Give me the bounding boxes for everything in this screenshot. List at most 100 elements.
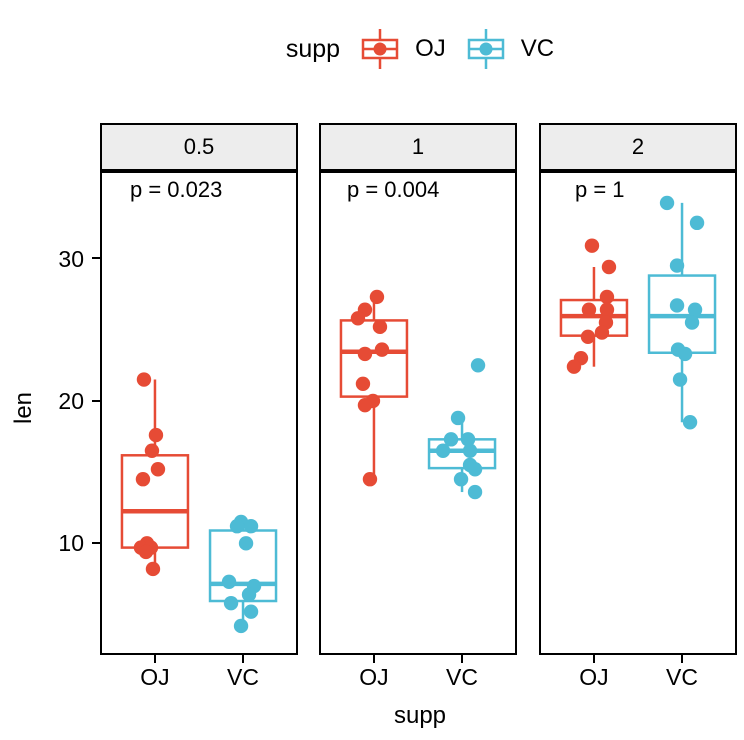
jitter-point	[584, 238, 600, 253]
jitter-point	[684, 315, 700, 330]
jitter-point	[599, 289, 615, 305]
jitter-point	[682, 415, 698, 430]
facet-dose-2: 2 p = 1	[539, 123, 737, 655]
jitter-point	[241, 587, 257, 602]
p-value-label: p = 0.004	[347, 177, 440, 202]
jitter-point	[369, 289, 385, 305]
jitter-point	[599, 302, 615, 317]
jitter-point	[229, 519, 245, 534]
key-point	[479, 42, 493, 56]
boxplot-canvas	[120, 372, 278, 634]
jitter-point	[145, 561, 161, 577]
jitter-point	[672, 372, 688, 387]
jitter-point	[148, 427, 164, 443]
jitter-point	[677, 346, 693, 362]
oj-boxplot-key-icon	[360, 26, 400, 72]
jitter-point	[238, 536, 254, 551]
boxplot-OJ	[559, 238, 629, 374]
boxplot-canvas	[559, 195, 717, 430]
y-tick-label-20: 20	[58, 388, 84, 414]
jitter-point	[136, 372, 152, 387]
x-tick-mark	[373, 655, 375, 663]
x-tick-label-vc: VC	[666, 664, 698, 690]
boxplot-VC	[208, 514, 278, 634]
jitter-point	[669, 298, 685, 313]
y-tick-label-30: 30	[58, 246, 84, 272]
jitter-point	[460, 432, 476, 447]
legend-label-vc: VC	[520, 35, 555, 62]
boxplot-VC	[427, 358, 497, 500]
x-tick-mark	[593, 655, 595, 663]
iqr-box	[339, 319, 409, 398]
y-tick-mark	[92, 257, 100, 259]
facet-dose-1: 1 p = 0.004	[319, 123, 517, 655]
jitter-point	[138, 544, 154, 560]
facet-panel: p = 0.023	[100, 171, 298, 655]
jitter-point	[150, 462, 166, 477]
x-tick-mark	[461, 655, 463, 663]
facet-strip-label: 1	[411, 134, 425, 159]
facet-panel: p = 0.004	[319, 171, 517, 655]
p-value-label: p = 1	[575, 177, 625, 202]
x-tick-mark	[242, 655, 244, 663]
boxplot-OJ	[120, 372, 190, 577]
jitter-point	[594, 325, 610, 340]
y-tick-mark	[92, 542, 100, 544]
facet-strip: 1	[319, 123, 517, 171]
jitter-point	[223, 595, 239, 611]
jitter-point	[689, 215, 705, 231]
facet-dose-0.5: 0.5 p = 0.023	[100, 123, 298, 655]
facet-panel: p = 1	[539, 171, 737, 655]
iqr-box	[120, 454, 190, 549]
jitter-point	[144, 443, 160, 458]
jitter-point	[135, 472, 151, 487]
legend-item-oj[interactable]: OJ	[360, 26, 446, 72]
jitter-point	[443, 432, 459, 447]
x-tick-label-oj: OJ	[579, 664, 609, 690]
legend-label-oj: OJ	[415, 35, 446, 62]
jitter-point	[659, 195, 675, 211]
facet-strip-label: 2	[631, 134, 645, 159]
jitter-point	[467, 484, 483, 500]
jitter-point	[243, 519, 259, 534]
jitter-point	[233, 618, 249, 634]
key-point	[373, 42, 387, 56]
x-tick-mark	[681, 655, 683, 663]
y-tick-mark	[92, 400, 100, 402]
jitter-point	[669, 258, 685, 273]
x-tick-label-oj: OJ	[359, 664, 389, 690]
x-tick-label-oj: OJ	[140, 664, 170, 690]
boxplot-OJ	[339, 289, 409, 487]
legend-item-vc[interactable]: VC	[466, 26, 554, 72]
jitter-point	[355, 376, 371, 392]
y-tick-label-10: 10	[58, 530, 84, 556]
jitter-point	[374, 342, 390, 357]
jitter-point	[453, 472, 469, 487]
legend-key-boxplot-icon	[467, 29, 505, 69]
p-value-label: p = 0.023	[130, 177, 223, 202]
jitter-point	[350, 311, 366, 326]
legend-title: supp	[285, 34, 341, 63]
boxplot-VC	[647, 195, 717, 430]
x-axis-title: supp	[393, 702, 447, 729]
jitter-point	[372, 319, 388, 335]
jitter-point	[581, 302, 597, 317]
jitter-point	[601, 259, 617, 275]
x-tick-mark	[154, 655, 156, 663]
jitter-point	[450, 410, 466, 426]
facet-strip-label: 0.5	[183, 134, 215, 159]
jitter-point	[435, 443, 451, 458]
jitter-point	[580, 329, 596, 344]
jitter-point	[243, 604, 259, 619]
jitter-point	[362, 472, 378, 487]
jitter-point	[357, 346, 373, 362]
x-tick-label-vc: VC	[227, 664, 259, 690]
jitter-point	[221, 574, 237, 589]
vc-boxplot-key-icon	[466, 26, 506, 72]
jitter-point	[687, 302, 703, 317]
legend: supp OJ VC	[96, 24, 744, 74]
jitter-point	[566, 359, 582, 374]
x-tick-label-vc: VC	[446, 664, 478, 690]
jitter-point	[462, 443, 478, 458]
facet-strip: 2	[539, 123, 737, 171]
